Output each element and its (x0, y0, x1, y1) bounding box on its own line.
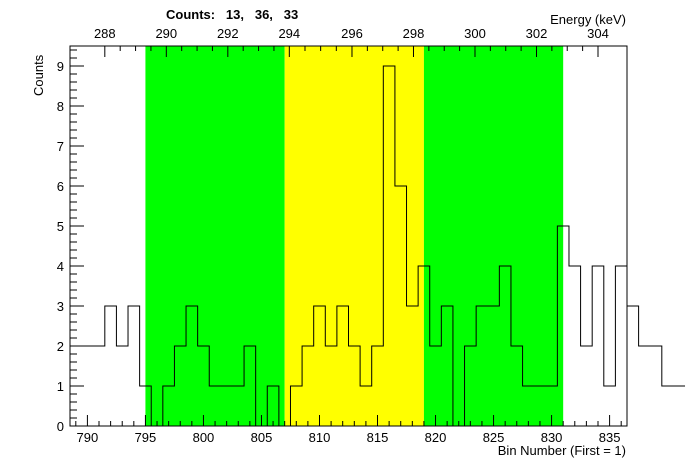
region-background-right (423, 46, 564, 426)
x-tick-label: 835 (599, 430, 621, 445)
x-tick-label: 790 (77, 430, 99, 445)
region-background-left (145, 46, 285, 426)
x-tick-label: 805 (251, 430, 273, 445)
y-tick-label: 0 (57, 419, 64, 434)
top-tick-label: 296 (341, 26, 363, 41)
top-axis-title: Energy (keV) (550, 12, 626, 27)
top-tick-label: 288 (94, 26, 116, 41)
x-tick-label: 810 (309, 430, 331, 445)
region-peak (284, 46, 424, 426)
y-tick-label: 7 (57, 139, 64, 154)
y-tick-label: 8 (57, 99, 64, 114)
y-tick-label: 9 (57, 59, 64, 74)
counts-summary: Counts: 13, 36, 33 (166, 7, 298, 22)
y-tick-label: 3 (57, 299, 64, 314)
y-axis-title: Counts (31, 54, 46, 96)
x-tick-label: 815 (367, 430, 389, 445)
x-tick-label: 800 (193, 430, 215, 445)
y-tick-label: 5 (57, 219, 64, 234)
top-tick-label: 302 (526, 26, 548, 41)
x-tick-label: 825 (483, 430, 505, 445)
histogram-step-line (70, 65, 686, 427)
top-tick-label: 294 (278, 26, 300, 41)
top-tick-label: 300 (464, 26, 486, 41)
axes: 790 795 800 805 810 815 820 825 830 835 0 1 2 3 4 5 6 7 8 9… (57, 26, 628, 445)
top-tick-label: 304 (587, 26, 609, 41)
x-tick-label: 830 (541, 430, 563, 445)
y-tick-label: 4 (57, 259, 64, 274)
y-tick-label: 2 (57, 339, 64, 354)
top-tick-label: 298 (403, 26, 425, 41)
top-tick-label: 292 (217, 26, 239, 41)
top-tick-label: 290 (155, 26, 177, 41)
x-tick-label: 820 (425, 430, 447, 445)
y-tick-label: 6 (57, 179, 64, 194)
x-tick-label: 795 (135, 430, 157, 445)
y-tick-label: 1 (57, 379, 64, 394)
plot-frame (69, 45, 628, 427)
region-bands (145, 46, 564, 426)
x-axis-title: Bin Number (First = 1) (498, 443, 626, 458)
